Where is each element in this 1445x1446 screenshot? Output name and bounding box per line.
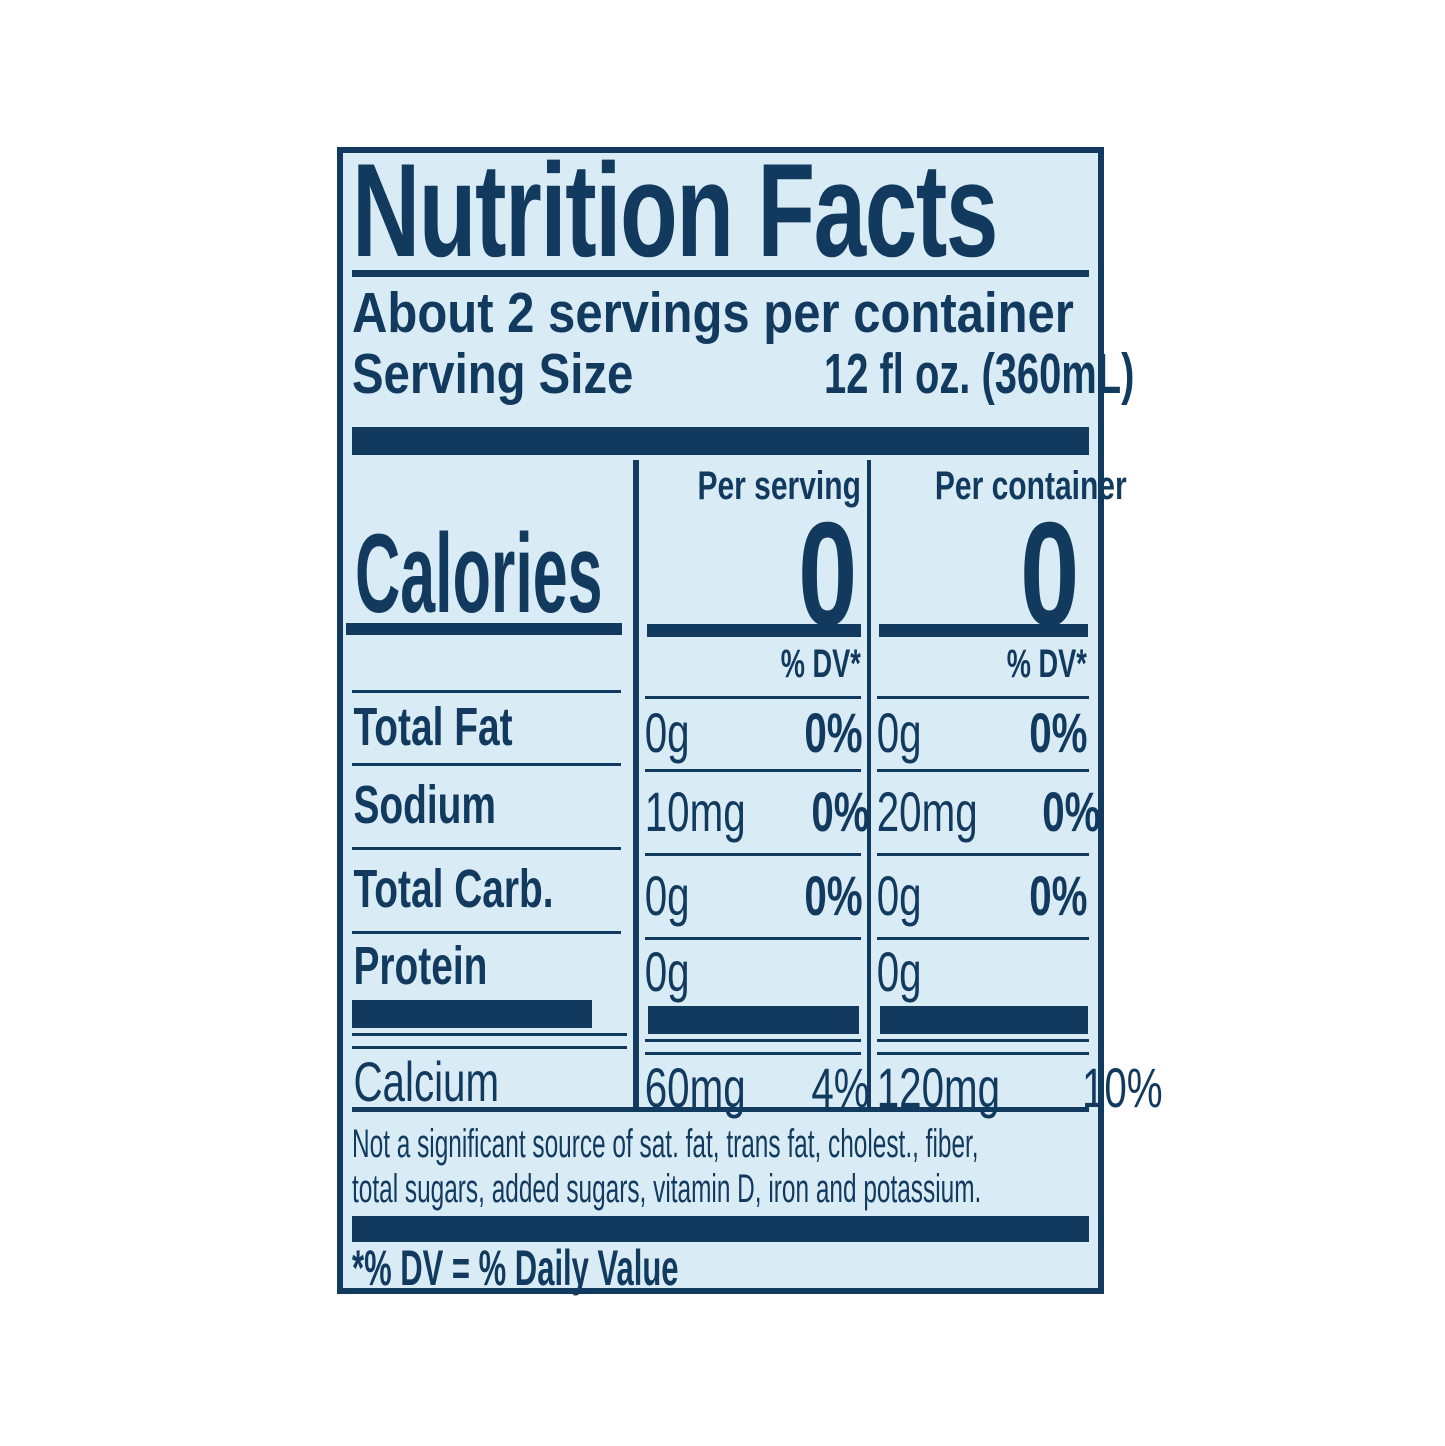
calories-table: Calories Total Fat Sodium Total Carb. Pr… [346, 460, 1163, 1119]
percent-dv-header: % DV* [780, 642, 861, 686]
value-cell: 10mg 0% [639, 769, 870, 853]
per-container-header: Per container [934, 464, 1127, 508]
footnote-line: total sugars, added sugars, vitamin D, i… [352, 1167, 1089, 1212]
servings-per-container-text: About 2 servings per container [352, 281, 1074, 345]
per-container-header-cell: Per container 0 % DV* [871, 466, 1127, 696]
mineral-amount: 60mg [644, 1055, 746, 1119]
double-rule [645, 1039, 861, 1055]
calories-header-cell: Calories [346, 460, 633, 690]
double-rule [877, 1039, 1089, 1055]
nutrient-name: Total Fat [353, 696, 513, 757]
nutrient-amount: 20mg [876, 779, 978, 843]
separator-bar [352, 1000, 592, 1028]
value-cell: 0g [639, 937, 867, 1006]
nutrient-name: Sodium [353, 775, 496, 835]
value-cell: 0g 0% [871, 853, 1089, 937]
serving-size-row: Serving Size 12 fl oz. (360mL) [352, 342, 1134, 406]
label-title-text: Nutrition Facts [352, 137, 998, 285]
percent-dv-header: % DV* [1006, 642, 1087, 686]
serving-size-label: Serving Size [352, 342, 634, 406]
calories-underline [879, 624, 1088, 637]
value-cell: 0g 0% [871, 696, 1089, 769]
nutrient-amount: 0g [644, 863, 690, 927]
mineral-dv: 10% [1082, 1055, 1163, 1119]
row-separator [877, 937, 1089, 940]
row-separator [877, 853, 1089, 856]
row-separator [352, 763, 621, 766]
mineral-row-calcium: Calcium [352, 1033, 633, 1113]
row-separator [352, 931, 621, 934]
nutrient-amount: 10mg [644, 779, 746, 843]
row-separator [877, 696, 1089, 699]
row-separator [352, 847, 621, 850]
nutrient-row-sodium: Sodium [352, 763, 633, 847]
separator-bar-top [352, 427, 1089, 455]
nutrient-row-total-fat: Total Fat [352, 690, 633, 763]
mineral-amount: 120mg [876, 1055, 1001, 1119]
title-rule [352, 270, 1089, 277]
calories-per-container-value: 0 [1019, 491, 1079, 657]
servings-per-container: About 2 servings per container [352, 281, 1089, 345]
row-separator [645, 937, 861, 940]
value-cell: 0g 0% [639, 696, 867, 769]
mineral-name: Calcium [353, 1049, 500, 1113]
separator-bar-row [639, 1006, 867, 1034]
calories-label: Calories [355, 511, 603, 636]
column-nutrients: Calories Total Fat Sodium Total Carb. Pr… [346, 460, 633, 1113]
separator-bar [648, 1006, 859, 1034]
label-title: Nutrition Facts [352, 137, 1089, 285]
nutrient-name: Total Carb. [353, 859, 554, 919]
footnote: Not a significant source of sat. fat, tr… [352, 1122, 1089, 1212]
row-separator [877, 769, 1089, 772]
nutrient-amount: 0g [876, 863, 922, 927]
serving-size-value: 12 fl oz. (360mL) [824, 342, 1135, 406]
mineral-dv: 4% [811, 1055, 870, 1119]
column-divider-2 [867, 460, 871, 1107]
calories-per-serving-value: 0 [797, 491, 857, 657]
footnote-line-1: Not a significant source of sat. fat, tr… [352, 1122, 979, 1166]
nutrient-dv: 0% [1029, 863, 1088, 927]
column-per-serving: Per serving 0 % DV* 0g 0% 10mg 0% [639, 460, 870, 1119]
nutrient-dv: 0% [1042, 779, 1101, 843]
dv-definition-text: *% DV = % Daily Value [352, 1240, 679, 1296]
double-rule [352, 1033, 627, 1049]
row-separator [645, 696, 861, 699]
separator-bar-row [871, 1006, 1089, 1034]
nutrient-amount: 0g [644, 940, 690, 1003]
calories-underline [346, 623, 622, 635]
per-serving-header: Per serving [697, 464, 861, 508]
footnote-line: Not a significant source of sat. fat, tr… [352, 1122, 1089, 1167]
nutrient-dv: 0% [811, 779, 870, 843]
calcium-bottom-rule [352, 1107, 1089, 1112]
value-cell: 0g [871, 937, 1089, 1006]
nutrient-amount: 0g [876, 701, 922, 764]
row-separator [645, 769, 861, 772]
nutrient-row-protein: Protein [352, 931, 633, 1000]
footnote-line-2: total sugars, added sugars, vitamin D, i… [352, 1167, 982, 1211]
value-cell: 120mg 10% [871, 1039, 1163, 1119]
nutrient-amount: 0g [876, 940, 922, 1003]
value-cell: 60mg 4% [639, 1039, 870, 1119]
row-separator [352, 690, 621, 693]
dv-definition: *% DV = % Daily Value [352, 1240, 1089, 1296]
nutrient-dv: 0% [804, 863, 863, 927]
separator-bar [880, 1006, 1088, 1034]
value-cell: 0g 0% [639, 853, 867, 937]
separator-bar-footer [352, 1216, 1089, 1242]
nutrient-amount: 0g [644, 701, 690, 764]
separator-bar-row [352, 1000, 633, 1028]
nutrient-dv: 0% [1029, 701, 1088, 764]
column-per-container: Per container 0 % DV* 0g 0% 20mg 0% [871, 460, 1163, 1119]
value-cell: 20mg 0% [871, 769, 1101, 853]
nutrient-name: Protein [353, 935, 488, 996]
nutrient-row-total-carb: Total Carb. [352, 847, 633, 931]
nutrient-dv: 0% [804, 701, 863, 764]
nutrition-facts-panel: Nutrition Facts About 2 servings per con… [337, 137, 1163, 1296]
calories-underline [647, 624, 861, 637]
row-separator [645, 853, 861, 856]
column-divider-1 [633, 460, 639, 1107]
per-serving-header-cell: Per serving 0 % DV* [639, 466, 867, 696]
